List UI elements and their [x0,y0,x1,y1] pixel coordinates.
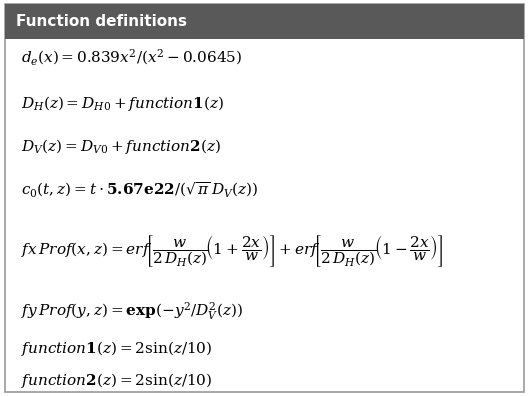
Text: $\mathit{fx\,Prof}(x,z) = \mathit{erf}\!\left[\dfrac{w}{2\,D_H(z)}\!\left(1+\dfr: $\mathit{fx\,Prof}(x,z) = \mathit{erf}\!… [21,234,443,269]
Text: $D_V(z) = D_{V0} + \mathit{function}\mathbf{2}(z)$: $D_V(z) = D_{V0} + \mathit{function}\mat… [21,137,221,156]
Text: $\mathit{function}\mathbf{2}(z) = 2\sin(z/10)$: $\mathit{function}\mathbf{2}(z) = 2\sin(… [21,371,213,390]
Text: $c_0(t,z) = t \cdot \mathbf{5.67e22}/(\sqrt{\pi}\,D_V(z))$: $c_0(t,z) = t \cdot \mathbf{5.67e22}/(\s… [21,181,259,200]
Text: $\mathit{function}\mathbf{1}(z) = 2\sin(z/10)$: $\mathit{function}\mathbf{1}(z) = 2\sin(… [21,339,213,358]
Text: $d_e(x) = 0.839x^2/(x^2 - 0.0645)$: $d_e(x) = 0.839x^2/(x^2 - 0.0645)$ [21,48,242,67]
Text: $D_H(z) = D_{H0} + \mathit{function}\mathbf{1}(z)$: $D_H(z) = D_{H0} + \mathit{function}\mat… [21,94,224,113]
Text: $\mathit{fy\,Prof}(y,z) = \mathbf{exp}(-y^2/D_V^2(z))$: $\mathit{fy\,Prof}(y,z) = \mathbf{exp}(-… [21,300,243,322]
Bar [5,4,524,39]
Text: Function definitions: Function definitions [16,14,187,29]
